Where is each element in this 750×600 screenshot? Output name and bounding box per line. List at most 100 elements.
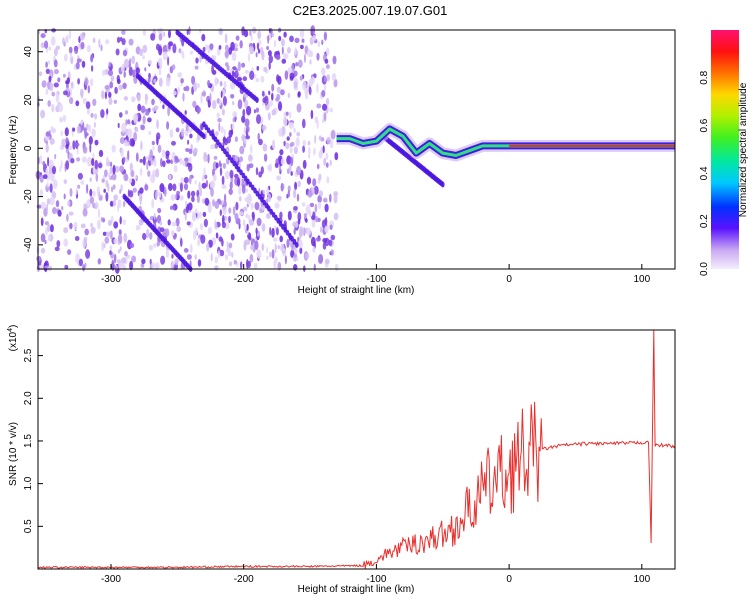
noise-blob [104,169,108,177]
noise-blob [176,226,181,232]
noise-blob [238,186,242,195]
noise-blob [98,191,101,199]
noise-blob [230,94,235,99]
noise-blob [128,66,133,77]
noise-blob [186,254,192,260]
noise-blob [249,29,252,37]
noise-blob [310,51,314,58]
spectrogram-y-ticks: -40 -20 0 20 40 [23,46,43,252]
noise-blob [256,249,262,259]
noise-blob [129,162,133,172]
noise-blob [97,208,101,218]
noise-blob [322,103,327,111]
noise-blob [46,198,51,205]
noise-blob [45,131,51,137]
noise-blob [290,171,293,176]
noise-blob [194,180,197,185]
spectrogram-frame [37,29,676,270]
noise-blob [288,163,292,174]
noise-blob [219,167,223,176]
noise-blob [123,139,128,147]
y-tick-label: 40 [23,46,34,58]
noise-blob [294,46,297,56]
noise-blob [234,213,239,221]
noise-blob [75,253,80,264]
noise-blob [217,117,222,123]
noise-blob [47,223,51,233]
noise-blob [222,137,227,143]
noise-blob [139,158,143,163]
noise-blob [230,233,235,241]
snr-y-label: SNR (10 * v/v) [8,422,19,486]
noise-blob [232,123,235,130]
noise-blob [293,206,298,211]
noise-blob [267,164,272,171]
noise-blob [90,223,93,228]
x-tick-label: 100 [633,574,650,585]
noise-blob [256,217,262,227]
noise-blob [47,60,51,65]
noise-blob [279,149,284,156]
noise-blob [82,146,88,154]
noise-blob [325,152,329,160]
noise-blob [197,259,202,267]
noise-blob [187,139,190,145]
noise-blob [55,45,60,51]
noise-blob [235,68,239,76]
noise-blob [201,174,205,182]
noise-blob [159,221,163,226]
noise-blob [325,64,330,70]
noise-blob [180,177,184,184]
noise-blob [171,64,176,71]
spectrogram-carrier [336,123,675,162]
noise-blob [87,85,91,94]
noise-blob [154,190,158,200]
noise-blob [109,166,113,175]
noise-blob [297,212,302,221]
noise-blob [108,91,112,98]
noise-blob [90,226,96,234]
noise-blob [151,98,155,106]
noise-blob [98,149,104,158]
noise-blob [326,136,332,145]
noise-blob [68,46,73,54]
noise-blob [257,30,262,40]
noise-blob [232,101,235,106]
noise-blob [137,103,142,112]
noise-blob [123,58,130,69]
noise-blob [250,144,253,154]
noise-blob [297,59,303,68]
noise-blob [261,125,267,131]
noise-blob [313,263,316,271]
noise-blob [227,248,230,257]
noise-blob [106,231,111,237]
noise-blob [255,78,260,82]
noise-blob [314,203,318,213]
noise-blob [215,131,219,136]
noise-blob [183,86,187,91]
colorbar-tick-label: 0.8 [699,70,710,84]
noise-blob [262,189,266,195]
noise-blob [215,162,219,169]
noise-blob [333,193,338,204]
noise-blob [113,194,118,201]
noise-blob [331,73,337,81]
noise-blob [179,182,183,192]
noise-blob [173,164,178,173]
noise-blob [79,32,85,41]
noise-blob [36,255,42,262]
noise-blob [289,143,293,147]
noise-blob [285,142,290,150]
noise-blob [307,154,311,159]
noise-blob [62,114,67,122]
noise-blob [55,200,60,208]
noise-blob [274,243,277,254]
noise-blob [238,211,244,216]
noise-blob [248,195,252,203]
noise-blob [299,247,303,254]
noise-blob [239,40,243,49]
noise-blob [41,80,47,88]
noise-blob [266,187,270,196]
noise-blob [90,78,94,87]
noise-blob [329,193,332,203]
